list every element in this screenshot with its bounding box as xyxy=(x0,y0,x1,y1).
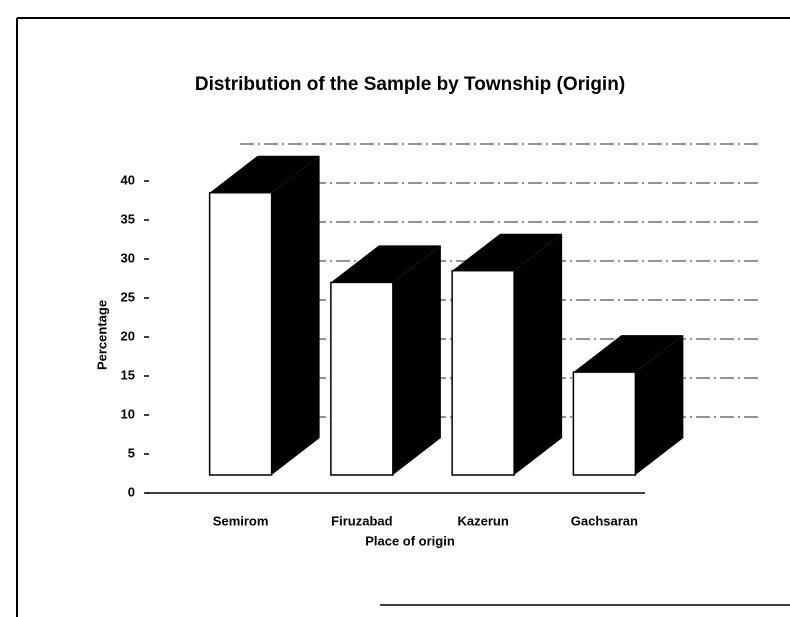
bar-side xyxy=(271,155,320,475)
bar-top xyxy=(330,245,441,283)
x-tick-label: Semirom xyxy=(213,513,269,528)
y-tick-label: 5 xyxy=(128,445,135,460)
y-tick-label: 40 xyxy=(121,172,135,187)
bar-top xyxy=(452,233,563,271)
bar-top xyxy=(209,155,320,193)
bar xyxy=(451,269,515,476)
x-tick-label: Gachsaran xyxy=(571,513,638,528)
y-tick-label: 20 xyxy=(121,328,135,343)
x-tick-label: Kazerun xyxy=(457,513,508,528)
y-axis-title: Percentage xyxy=(94,300,109,370)
x-tick-label: Firuzabad xyxy=(331,513,392,528)
bar xyxy=(208,191,273,476)
y-tick-label: 25 xyxy=(121,289,135,304)
bar xyxy=(330,281,394,476)
x-axis-title: Place of origin xyxy=(365,533,455,548)
bar xyxy=(572,371,637,476)
bar-side xyxy=(635,335,684,475)
y-tick-label: 35 xyxy=(121,211,135,226)
chart-title: Distribution of the Sample by Township (… xyxy=(195,74,625,95)
bar-side xyxy=(392,245,441,475)
y-tick-label: 10 xyxy=(121,406,135,421)
bar-side xyxy=(514,233,563,475)
y-tick-label: 0 xyxy=(128,484,135,499)
y-tick-label: 15 xyxy=(121,367,135,382)
y-tick-label: 30 xyxy=(121,250,135,265)
bar-top xyxy=(573,335,684,373)
